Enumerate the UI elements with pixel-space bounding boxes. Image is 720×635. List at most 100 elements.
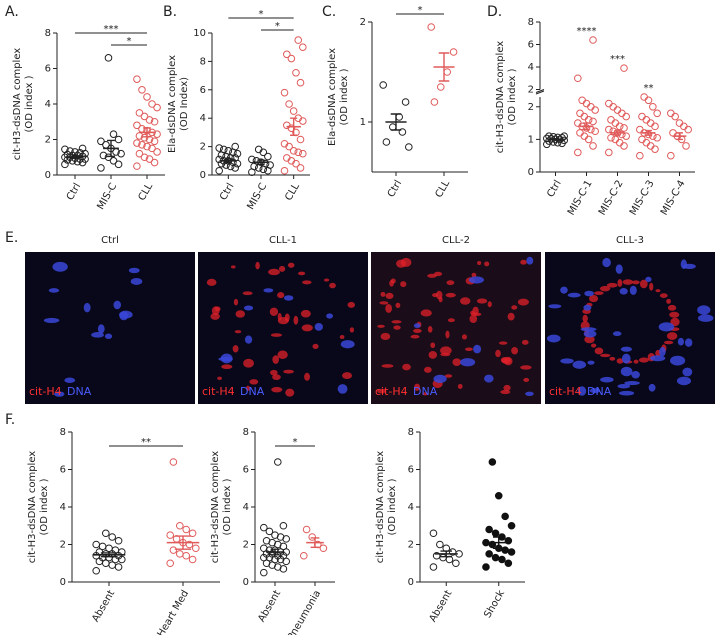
error-bar — [257, 159, 265, 166]
data-point — [98, 542, 107, 551]
cit-h4-signal — [312, 343, 319, 349]
data-point — [649, 102, 657, 111]
data-point — [153, 148, 161, 156]
nucleus — [602, 257, 611, 268]
significance-label: *** — [104, 24, 119, 35]
data-point — [485, 525, 493, 534]
data-point — [283, 50, 291, 59]
data-point — [584, 116, 593, 124]
cit-h4-signal — [465, 347, 473, 352]
y-tick-label: 8 — [528, 17, 534, 28]
error-bar — [310, 537, 320, 549]
cit-h4-signal — [523, 377, 530, 382]
data-point — [684, 125, 692, 134]
y-tick-label: 4 — [200, 113, 206, 124]
data-point — [150, 117, 159, 126]
panel-label: E. — [5, 230, 18, 246]
data-point — [215, 155, 223, 164]
error-bar — [583, 122, 590, 131]
y-tick-label: 1 — [528, 134, 534, 145]
data-point — [260, 544, 268, 553]
y-tick-label: 0 — [408, 577, 414, 588]
data-point — [618, 109, 626, 118]
nucleus — [684, 338, 693, 347]
data-point — [576, 129, 584, 137]
data-point — [638, 135, 646, 144]
y-tick-label: 8 — [200, 56, 206, 67]
cit-h4-signal — [461, 334, 467, 340]
cit-h4-signal — [293, 315, 299, 325]
cit-h4-signal — [477, 260, 482, 266]
x-tick-label: CLL — [283, 181, 302, 203]
cit-h4-signal — [329, 282, 336, 289]
data-point — [560, 132, 568, 140]
data-point — [449, 48, 458, 56]
data-point — [574, 74, 582, 83]
data-point — [99, 151, 108, 160]
cit-h4-signal — [471, 272, 477, 278]
y-axis-label: (OD index ) — [222, 478, 233, 535]
data-point — [287, 54, 296, 63]
image-title: CLL-2 — [442, 235, 470, 246]
data-point — [145, 155, 154, 163]
x-tick-label: CLL — [137, 181, 156, 203]
cit-h4-signal — [395, 302, 401, 309]
cit-h4-signal — [339, 335, 345, 340]
y-tick-label: 8 — [60, 427, 66, 438]
data-point — [78, 144, 87, 153]
cit-h4-signal — [638, 357, 649, 363]
data-point — [104, 153, 113, 162]
y-axis-label: cit-H3-dsDNA complex — [27, 451, 38, 564]
data-point — [296, 135, 305, 144]
y-axis-label: (OD index ) — [39, 478, 50, 535]
data-point — [279, 521, 288, 530]
cit-h4-signal — [277, 316, 289, 325]
cit-h4-signal — [584, 335, 595, 344]
data-point — [507, 521, 516, 530]
nucleus — [612, 331, 622, 337]
cit-h4-signal — [272, 374, 281, 381]
significance-label: * — [275, 21, 280, 32]
data-point — [271, 531, 279, 539]
x-tick-label: Ctrl — [218, 182, 236, 203]
nucleus — [113, 300, 122, 310]
nucleus — [572, 360, 587, 369]
micrograph — [198, 252, 368, 404]
cit-h4-signal — [381, 364, 394, 368]
error-bar — [676, 132, 683, 141]
data-point — [491, 529, 500, 538]
data-point — [651, 145, 659, 153]
y-axis-label: (OD Index) — [179, 77, 190, 131]
nucleus — [619, 390, 635, 396]
data-point — [66, 147, 74, 155]
cit-h4-signal — [495, 349, 501, 358]
data-point — [61, 160, 69, 169]
cit-h4-signal — [272, 355, 280, 364]
x-tick-label: Pneumonia — [286, 589, 323, 635]
data-point — [605, 148, 613, 157]
data-point — [169, 458, 178, 466]
y-tick-label: 1 — [360, 117, 366, 128]
cit-h4-signal — [469, 314, 478, 324]
data-point — [280, 88, 289, 97]
nucleus — [546, 334, 561, 343]
cit-h4-signal — [269, 307, 279, 317]
data-point — [382, 138, 391, 146]
cit-h4-signal — [234, 330, 242, 334]
x-tick-label: MIS-C — [245, 181, 269, 211]
data-point — [92, 540, 100, 549]
data-point — [642, 116, 651, 124]
data-point — [609, 102, 617, 111]
error-bar — [107, 139, 115, 158]
cit-h4-signal — [277, 350, 288, 360]
data-point — [640, 93, 648, 101]
y-tick-label: 2 — [243, 540, 249, 551]
data-point — [611, 135, 620, 144]
x-tick-label: Ctrl — [386, 179, 404, 200]
y-tick-label: 4 — [60, 502, 66, 513]
nucleus — [697, 314, 714, 322]
nucleus — [645, 276, 652, 283]
data-point — [254, 145, 263, 154]
data-point — [97, 164, 105, 172]
cit-h4-signal — [459, 297, 471, 305]
